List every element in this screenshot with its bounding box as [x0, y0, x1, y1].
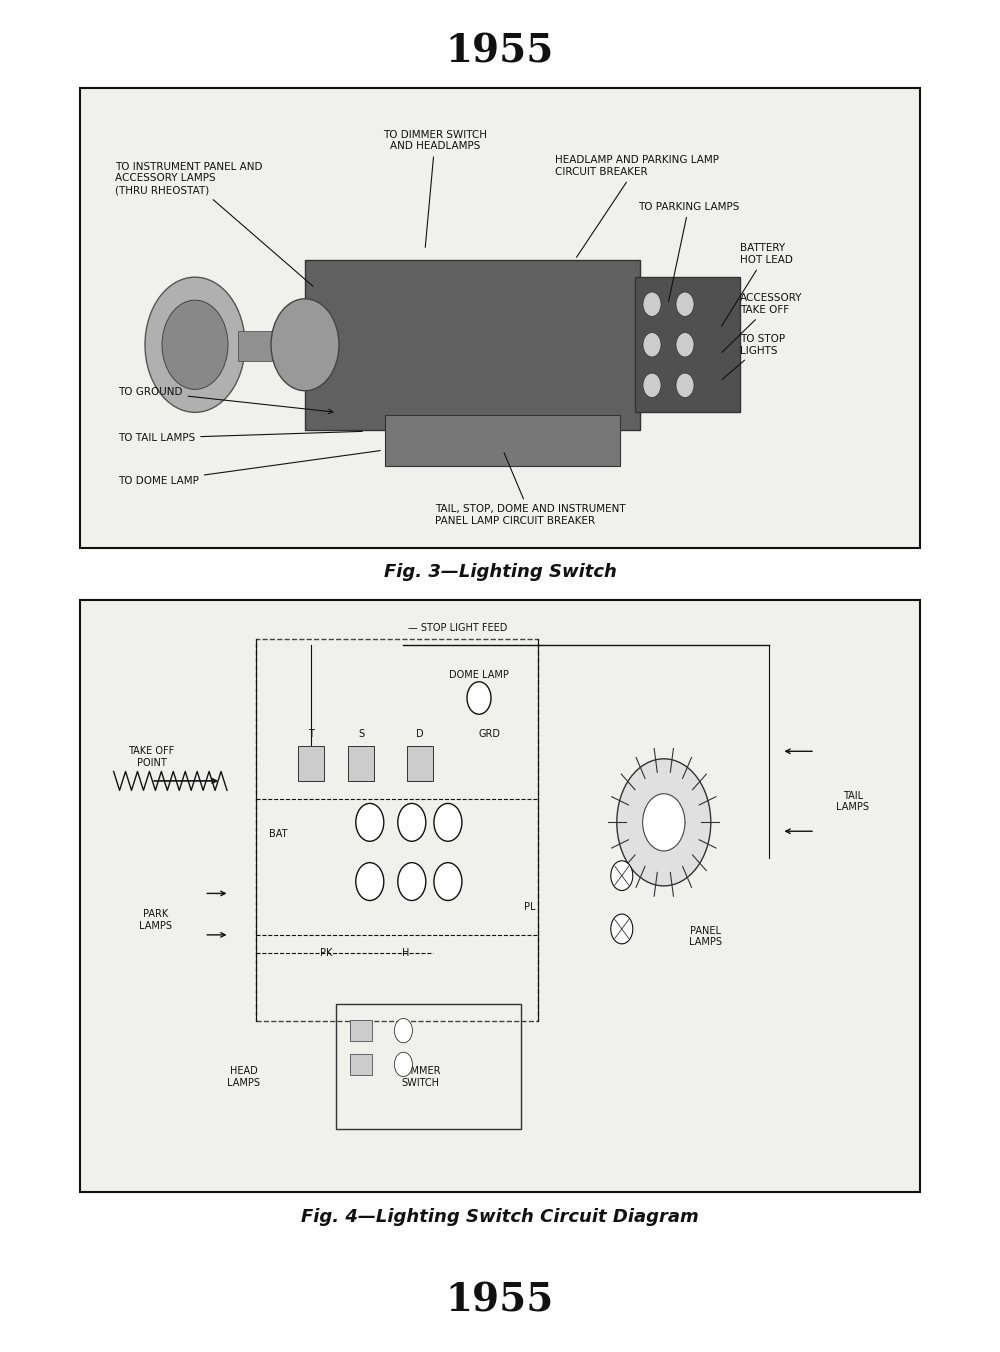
Circle shape: [145, 277, 245, 412]
Text: — STOP LIGHT FEED: — STOP LIGHT FEED: [408, 623, 507, 633]
Text: HEAD
LAMPS: HEAD LAMPS: [227, 1067, 260, 1088]
Circle shape: [467, 681, 491, 714]
Text: PANEL
LAMPS: PANEL LAMPS: [689, 926, 722, 948]
Circle shape: [434, 803, 462, 841]
Circle shape: [394, 1052, 412, 1076]
Bar: [238, 331, 310, 361]
Bar: [348, 746, 374, 781]
Text: TAIL
LAMPS: TAIL LAMPS: [836, 791, 869, 813]
Text: TO TAIL LAMPS: TO TAIL LAMPS: [118, 431, 362, 443]
Text: GRD: GRD: [479, 729, 501, 738]
Text: H: H: [402, 948, 410, 957]
Bar: [635, 277, 740, 412]
Circle shape: [271, 299, 339, 391]
Text: D: D: [416, 729, 424, 738]
Circle shape: [676, 292, 694, 316]
Circle shape: [676, 373, 694, 397]
Circle shape: [162, 300, 228, 389]
Circle shape: [676, 333, 694, 357]
Circle shape: [356, 803, 384, 841]
Text: TO STOP
LIGHTS: TO STOP LIGHTS: [722, 334, 785, 380]
Text: T: T: [308, 729, 314, 738]
Circle shape: [617, 758, 711, 886]
Text: 1955: 1955: [446, 1282, 554, 1320]
Text: HEADLAMP AND PARKING LAMP
CIRCUIT BREAKER: HEADLAMP AND PARKING LAMP CIRCUIT BREAKE…: [555, 155, 719, 257]
Bar: [80, 88, 920, 548]
Bar: [336, 1005, 521, 1129]
Text: DOME LAMP: DOME LAMP: [449, 671, 509, 680]
Bar: [350, 1019, 372, 1041]
Text: BATTERY
HOT LEAD: BATTERY HOT LEAD: [721, 243, 793, 326]
Text: TAKE OFF
POINT: TAKE OFF POINT: [128, 746, 175, 768]
Circle shape: [611, 914, 633, 944]
Circle shape: [394, 1018, 412, 1042]
Text: S: S: [358, 729, 364, 738]
Text: TAIL, STOP, DOME AND INSTRUMENT
PANEL LAMP CIRCUIT BREAKER: TAIL, STOP, DOME AND INSTRUMENT PANEL LA…: [435, 453, 626, 526]
Bar: [407, 746, 433, 781]
Circle shape: [643, 373, 661, 397]
Bar: [305, 260, 640, 430]
Circle shape: [398, 803, 426, 841]
Text: PK: PK: [320, 948, 332, 957]
Text: Fig. 4—Lighting Switch Circuit Diagram: Fig. 4—Lighting Switch Circuit Diagram: [301, 1207, 699, 1226]
Text: Fig. 3—Lighting Switch: Fig. 3—Lighting Switch: [384, 562, 616, 581]
Text: TO DIMMER SWITCH
AND HEADLAMPS: TO DIMMER SWITCH AND HEADLAMPS: [383, 130, 487, 247]
Text: TO DOME LAMP: TO DOME LAMP: [118, 450, 380, 487]
Bar: [80, 600, 920, 1192]
Circle shape: [398, 863, 426, 900]
Text: TO INSTRUMENT PANEL AND
ACCESSORY LAMPS
(THRU RHEOSTAT): TO INSTRUMENT PANEL AND ACCESSORY LAMPS …: [115, 162, 313, 287]
Text: TO PARKING LAMPS: TO PARKING LAMPS: [638, 201, 739, 301]
Text: PL: PL: [524, 902, 535, 913]
Circle shape: [643, 292, 661, 316]
Circle shape: [356, 863, 384, 900]
Circle shape: [643, 794, 685, 850]
Bar: [298, 746, 324, 781]
Text: ACCESSORY
TAKE OFF: ACCESSORY TAKE OFF: [722, 293, 802, 353]
Text: TO GROUND: TO GROUND: [118, 387, 333, 414]
Text: DIMMER
SWITCH: DIMMER SWITCH: [400, 1067, 440, 1088]
Bar: [256, 638, 538, 1021]
Bar: [385, 415, 620, 466]
Circle shape: [434, 863, 462, 900]
Text: BAT: BAT: [269, 829, 288, 840]
Text: 1955: 1955: [446, 32, 554, 70]
Bar: [350, 1053, 372, 1075]
Text: PARK
LAMPS: PARK LAMPS: [139, 910, 172, 932]
Circle shape: [643, 333, 661, 357]
Circle shape: [611, 861, 633, 891]
